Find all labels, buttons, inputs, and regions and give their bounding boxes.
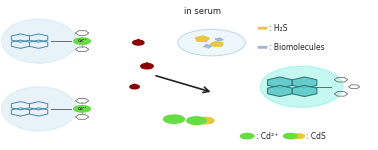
Circle shape bbox=[163, 115, 184, 123]
Text: : Cd²⁺: : Cd²⁺ bbox=[256, 132, 278, 141]
Circle shape bbox=[74, 106, 90, 112]
Polygon shape bbox=[131, 84, 138, 87]
Polygon shape bbox=[268, 77, 292, 88]
Ellipse shape bbox=[133, 40, 144, 45]
Circle shape bbox=[187, 117, 206, 124]
Polygon shape bbox=[215, 38, 223, 41]
FancyBboxPatch shape bbox=[258, 27, 267, 30]
Ellipse shape bbox=[260, 66, 343, 107]
Ellipse shape bbox=[141, 63, 153, 69]
Circle shape bbox=[293, 134, 305, 138]
Circle shape bbox=[284, 134, 297, 139]
Polygon shape bbox=[195, 36, 209, 42]
Polygon shape bbox=[143, 63, 151, 66]
Circle shape bbox=[198, 117, 214, 124]
Polygon shape bbox=[204, 45, 212, 48]
Text: : H₂S: : H₂S bbox=[268, 24, 287, 33]
FancyBboxPatch shape bbox=[258, 46, 267, 49]
Text: in serum: in serum bbox=[184, 7, 221, 16]
Circle shape bbox=[74, 38, 90, 44]
Polygon shape bbox=[292, 85, 317, 97]
Polygon shape bbox=[292, 77, 317, 88]
Circle shape bbox=[240, 134, 254, 139]
Ellipse shape bbox=[2, 19, 76, 63]
Polygon shape bbox=[268, 85, 292, 97]
Polygon shape bbox=[135, 39, 142, 42]
Text: Cd²⁺: Cd²⁺ bbox=[77, 39, 87, 43]
Text: : Biomolecules: : Biomolecules bbox=[268, 43, 324, 52]
Circle shape bbox=[178, 29, 245, 56]
Ellipse shape bbox=[130, 85, 139, 89]
Text: Cd²⁺: Cd²⁺ bbox=[77, 107, 87, 111]
Ellipse shape bbox=[2, 87, 76, 131]
Polygon shape bbox=[211, 42, 223, 46]
Text: : CdS: : CdS bbox=[306, 132, 326, 141]
